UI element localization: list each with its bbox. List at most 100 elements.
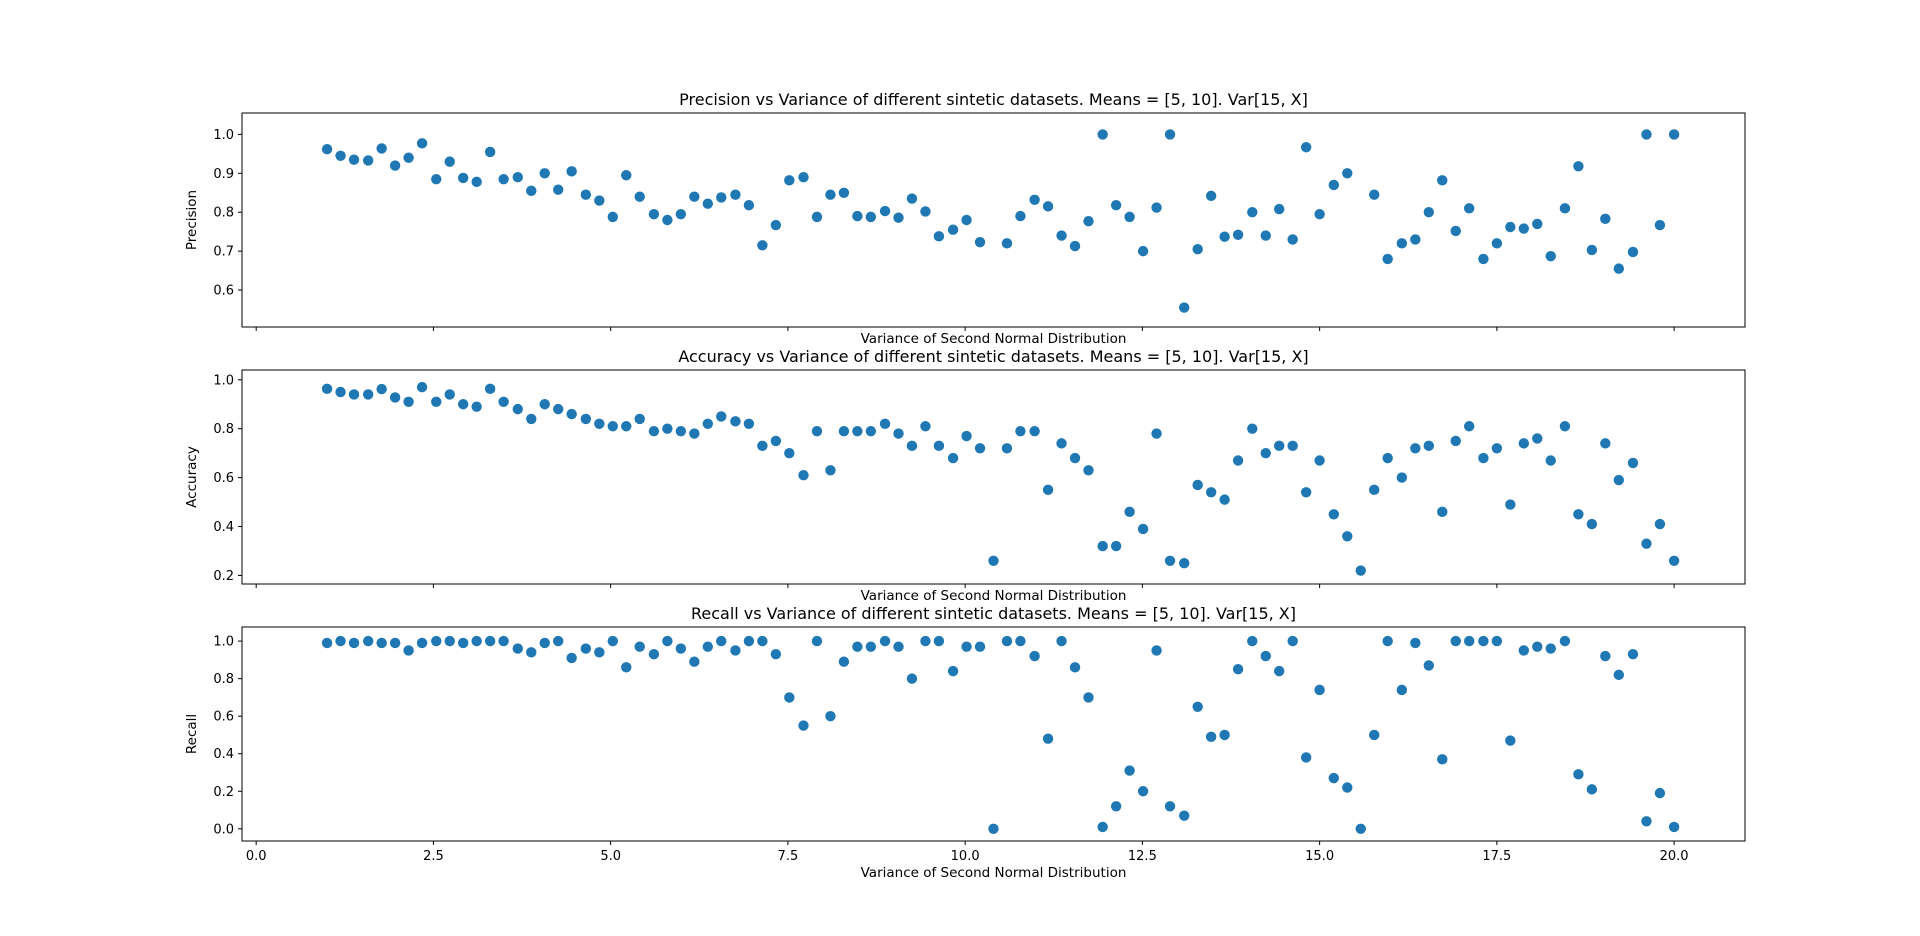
data-point [1423,207,1435,218]
data-point [730,645,741,656]
y-tick-label: 0.6 [213,710,234,725]
data-point [552,635,564,647]
y-tick-label: 0.0 [213,822,234,837]
data-point [1056,438,1067,449]
data-point [580,643,592,654]
y-tick-label: 0.6 [213,471,234,486]
data-point [757,440,768,452]
data-point [1342,782,1353,793]
data-point [416,637,428,649]
data-point [1505,499,1516,510]
data-point [947,665,959,677]
data-point [1287,440,1298,452]
data-point [961,641,972,652]
data-point [974,236,986,248]
data-point [1015,635,1026,647]
data-point [594,195,605,206]
data-point [1300,487,1312,498]
data-point [974,641,986,652]
data-point [431,173,442,185]
data-point [1491,635,1503,647]
data-point [1069,452,1081,464]
data-point [1654,518,1666,530]
data-point [730,416,741,427]
data-point [1069,240,1081,252]
data-point [1600,650,1611,662]
data-point [1559,635,1571,647]
data-point [1545,455,1556,466]
data-point [431,635,442,647]
data-point [1573,509,1584,520]
data-point [1151,428,1162,439]
y-tick-label: 1.0 [213,635,234,650]
data-point [1586,518,1598,530]
data-point [607,211,618,223]
data-point [743,200,755,211]
data-point [1668,555,1680,566]
data-point [1328,509,1340,520]
data-point [1164,129,1176,140]
data-point [716,192,727,203]
data-point [362,389,374,400]
data-point [1450,435,1461,447]
data-point [1205,487,1217,498]
data-point [321,637,333,649]
data-point [1015,425,1026,437]
data-point [920,206,931,217]
data-point [634,191,645,202]
data-point [689,191,700,202]
data-point [1532,433,1543,444]
data-point [1423,440,1435,452]
data-point [1232,664,1244,675]
data-point [1518,438,1530,449]
data-point [1505,735,1516,746]
data-point [1314,684,1325,696]
data-point [594,647,605,658]
x-axis-label: Variance of Second Normal Distribution [861,865,1127,881]
data-point [539,399,550,410]
data-point [444,156,455,167]
data-point [1396,684,1408,696]
data-point [1247,635,1258,647]
y-axis-label: Accuracy [184,446,200,508]
y-tick-label: 0.4 [213,520,234,535]
data-point [675,425,687,437]
data-point [1641,816,1652,827]
data-point [403,396,414,407]
subplot-1: Precision vs Variance of different sinte… [184,90,1746,347]
data-point [362,635,374,647]
y-tick-label: 0.8 [213,206,234,221]
data-point [933,231,945,242]
data-point [743,635,755,647]
data-point [1491,443,1503,454]
data-point [1627,649,1639,660]
y-tick-label: 0.4 [213,747,234,762]
data-point [1137,523,1149,535]
subplot-title: Precision vs Variance of different sinte… [679,90,1308,109]
data-point [675,643,687,654]
data-point [1559,203,1571,214]
data-point [484,383,496,395]
x-tick-label: 5.0 [600,849,621,864]
data-point [634,641,645,652]
data-point [376,637,387,649]
data-point [798,720,809,731]
data-point [662,423,673,434]
data-point [348,389,360,400]
data-point [1110,801,1122,812]
x-axis-label: Variance of Second Normal Distribution [861,331,1127,347]
data-point [1001,238,1013,249]
data-point [689,428,700,439]
data-point [1586,244,1598,256]
data-point [416,381,428,393]
data-point [1110,540,1122,552]
data-point [1545,643,1556,654]
data-point [607,635,618,647]
data-point [1192,243,1203,255]
data-point [798,469,809,481]
x-tick-label: 15.0 [1305,849,1334,864]
data-point [1274,203,1285,215]
y-tick-label: 0.9 [213,167,234,182]
data-point [1437,175,1448,186]
data-point [1151,202,1162,213]
